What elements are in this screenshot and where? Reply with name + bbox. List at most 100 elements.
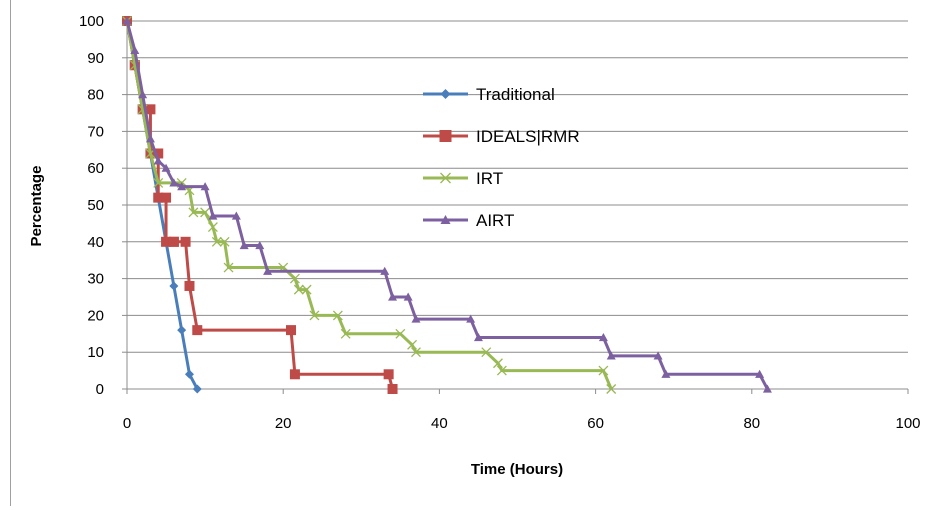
y-tick-label: 20 [87,307,104,324]
data-point-x [493,358,503,369]
series-airt [122,16,772,393]
y-tick-label: 60 [87,160,104,177]
data-point-x [207,222,218,233]
data-point-x [153,177,164,188]
data-point-square [383,369,394,380]
y-tick-label: 0 [96,381,104,398]
y-tick-label: 50 [87,197,104,214]
data-point-x [301,284,312,295]
data-point-triangle [153,156,163,165]
data-point-square [161,192,172,203]
data-point-triangle [239,240,249,250]
data-point-triangle [473,332,483,342]
legend-label: AIRT [476,211,514,230]
series-irt [122,16,617,394]
data-point-triangle [200,182,210,191]
axes [122,20,909,394]
x-tick-label: 0 [123,415,131,432]
data-point-x [211,236,222,247]
data-point-triangle [440,215,451,224]
series-line [125,20,613,390]
data-point-square [153,192,164,203]
chart-frame [10,0,926,506]
series-lines [122,16,772,394]
data-point-x [340,328,351,339]
x-tick-labels: 0 20 40 60 80 100 [123,415,921,432]
x-tick-label: 60 [587,415,604,432]
y-tick-label: 100 [79,13,104,30]
data-point-x [289,273,300,284]
data-point-x [440,172,451,184]
data-point-x [606,384,617,394]
data-point-diamond [192,384,202,394]
legend-label: IRT [476,169,503,188]
data-point-square [161,236,172,247]
data-point-diamond [440,89,451,99]
data-point-diamond [177,325,187,335]
data-point-x [223,262,234,273]
data-point-x [200,207,211,218]
data-point-triangle [466,314,476,323]
data-point-square [286,325,297,336]
x-tick-label: 20 [275,415,292,432]
legend-item: AIRT [423,211,514,230]
data-point-triangle [755,369,765,378]
data-point-triangle [138,90,148,99]
data-point-triangle [606,351,616,360]
data-point-square [145,104,156,115]
data-point-triangle [653,351,663,360]
x-tick-label: 40 [431,415,448,432]
legend-label: IDEALS|RMR [476,127,580,146]
data-point-triangle [598,332,608,342]
data-point-square [184,280,195,291]
legend-item: IRT [423,169,503,188]
data-point-square [180,236,191,247]
data-point-square [387,384,398,394]
data-point-x [332,310,343,321]
y-tick-label: 90 [87,50,104,67]
data-point-square [289,369,300,380]
data-point-triangle [380,266,390,275]
data-point-x [309,310,320,321]
data-point-x [598,365,609,376]
data-point-x [188,207,199,218]
data-point-triangle [145,134,155,143]
legend-label: Traditional [476,85,555,104]
data-point-triangle [263,266,273,275]
y-tick-labels: 0 10 20 30 40 50 60 70 80 90 100 [79,13,104,398]
y-tick-label: 40 [87,234,104,251]
data-point-x [481,347,492,358]
x-axis-title: Time (Hours) [471,461,563,478]
data-point-x [219,236,230,247]
data-point-diamond [169,281,179,291]
data-point-triangle [208,211,218,220]
data-point-triangle [122,16,132,25]
y-tick-label: 80 [87,87,104,104]
data-point-triangle [177,182,187,191]
x-tick-label: 80 [743,415,760,432]
y-axis-title: Percentage [28,166,45,247]
y-tick-label: 70 [87,123,104,140]
data-point-square [168,236,179,247]
data-point-triangle [661,369,671,378]
legend-item: Traditional [423,85,555,104]
data-point-x [395,328,406,339]
data-point-triangle [130,45,140,55]
data-point-square [439,130,452,142]
data-point-diamond [184,369,194,379]
data-point-square [192,325,203,336]
y-tick-label: 30 [87,271,104,288]
data-point-triangle [388,292,398,301]
data-point-triangle [255,240,265,250]
data-point-x [407,339,418,350]
data-point-triangle [169,178,179,187]
data-point-triangle [403,292,413,301]
data-point-x [496,365,507,376]
data-point-triangle [231,211,241,220]
data-point-square [153,148,164,159]
y-tick-label: 10 [87,344,104,361]
data-point-x [411,347,421,358]
data-point-triangle [411,314,421,323]
x-tick-label: 100 [895,415,920,432]
